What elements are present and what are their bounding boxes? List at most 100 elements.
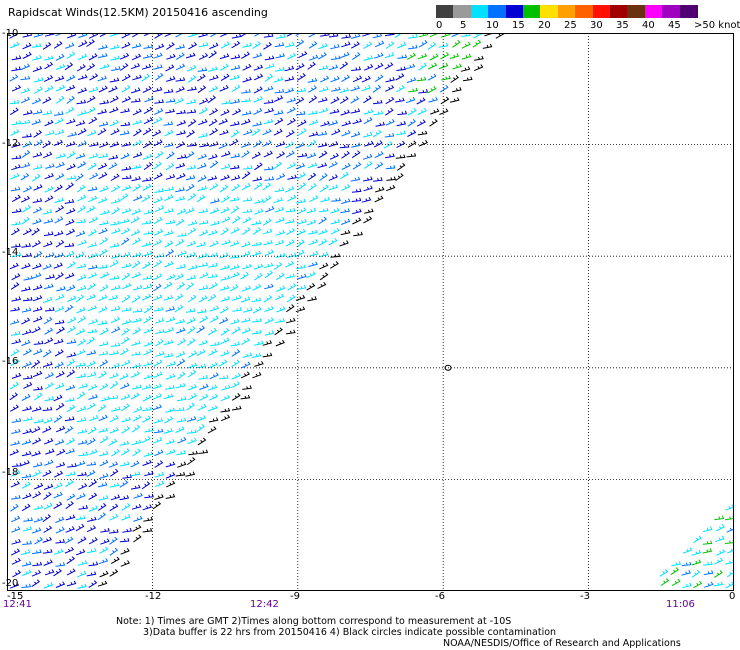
wind-barb — [67, 316, 77, 324]
wind-barb — [132, 308, 143, 313]
wind-barb — [297, 73, 306, 81]
wind-barb — [22, 348, 32, 356]
wind-barb — [383, 141, 393, 149]
wind-barb — [186, 99, 197, 105]
wind-barb — [341, 183, 351, 192]
wind-barb — [363, 55, 374, 61]
wind-barb — [44, 337, 54, 345]
wind-barb — [331, 86, 341, 92]
wind-barb — [309, 195, 319, 203]
wind-barb — [340, 208, 350, 214]
wind-barb — [230, 121, 240, 127]
wind-barb — [352, 118, 362, 125]
wind-barb — [242, 197, 253, 202]
note-line-2: 3)Data buffer is 22 hrs from 20150416 4)… — [143, 627, 557, 638]
wind-barb — [88, 492, 98, 501]
wind-barb — [77, 471, 87, 477]
wind-barb — [317, 162, 328, 169]
wind-barb — [98, 495, 109, 501]
wind-barb — [385, 107, 394, 116]
wind-barb — [32, 406, 42, 412]
wind-barb — [142, 283, 153, 290]
wind-barb — [275, 339, 285, 347]
wind-barb — [76, 99, 87, 105]
wind-barb — [230, 74, 240, 81]
wind-barb — [111, 184, 120, 193]
wind-barb — [65, 448, 75, 455]
wind-barb — [22, 361, 32, 368]
wind-barb — [263, 166, 274, 171]
wind-barb — [76, 417, 87, 423]
wind-barb — [44, 372, 54, 379]
wind-barb — [152, 383, 162, 390]
wind-barb — [121, 272, 131, 281]
wind-barb — [177, 371, 186, 380]
wind-barb — [22, 428, 33, 435]
wind-barb — [132, 151, 143, 158]
wind-barb — [716, 549, 726, 556]
wind-barb — [350, 41, 360, 49]
wind-barb — [66, 568, 76, 576]
wind-barb — [187, 294, 197, 303]
wind-barb — [77, 87, 88, 94]
wind-barb — [77, 560, 88, 566]
wind-barb — [31, 527, 42, 534]
wind-barb — [109, 259, 119, 268]
wind-barb — [32, 151, 43, 158]
wind-barb — [31, 570, 42, 577]
wind-barb — [88, 505, 99, 512]
wind-barb — [385, 96, 395, 105]
wind-barb — [273, 262, 283, 270]
wind-barb — [108, 461, 119, 468]
wind-barb — [109, 372, 119, 379]
wind-barb — [97, 404, 107, 412]
wind-barb — [187, 86, 197, 91]
wind-barb — [86, 548, 97, 554]
wind-barb — [10, 503, 19, 512]
wind-barb — [11, 164, 21, 171]
wind-barb — [142, 140, 152, 149]
wind-barb — [339, 144, 350, 149]
wind-barb — [714, 515, 725, 521]
wind-barb — [727, 547, 734, 554]
wind-barb — [242, 63, 252, 71]
wind-barb — [253, 340, 264, 346]
wind-barb — [230, 54, 241, 60]
wind-barb — [199, 315, 209, 323]
wind-barb — [109, 415, 119, 423]
wind-barb — [121, 327, 130, 336]
wind-barb — [317, 52, 327, 60]
wind-barb — [130, 460, 140, 468]
wind-barb — [284, 42, 295, 48]
wind-barb — [153, 294, 163, 301]
wind-barb — [416, 119, 426, 127]
wind-barb — [702, 526, 713, 533]
wind-barb — [21, 393, 31, 401]
wind-barb — [209, 182, 219, 191]
wind-barb — [108, 395, 119, 400]
wind-barb — [66, 163, 76, 171]
colorbar-label: 25 — [564, 20, 577, 31]
wind-barb — [241, 150, 250, 158]
wind-barb — [449, 53, 460, 60]
wind-barb — [99, 237, 108, 245]
y-tick-label: -20 — [2, 578, 19, 589]
wind-barb — [198, 339, 208, 346]
wind-barb — [98, 414, 108, 422]
wind-barb — [350, 85, 360, 92]
wind-barb — [207, 95, 216, 104]
wind-barb — [165, 108, 175, 114]
wind-barb — [121, 307, 132, 312]
wind-barb — [210, 220, 220, 226]
wind-barb — [43, 74, 54, 82]
wind-barb — [64, 479, 74, 488]
wind-barb — [166, 361, 176, 367]
wind-barb — [384, 52, 395, 59]
wind-barb — [353, 231, 363, 237]
wind-barb — [252, 121, 262, 127]
wind-barb — [11, 221, 21, 226]
wind-barb — [20, 87, 30, 94]
wind-barb — [141, 194, 151, 203]
wind-barb — [210, 198, 220, 204]
wind-barb — [78, 40, 88, 48]
